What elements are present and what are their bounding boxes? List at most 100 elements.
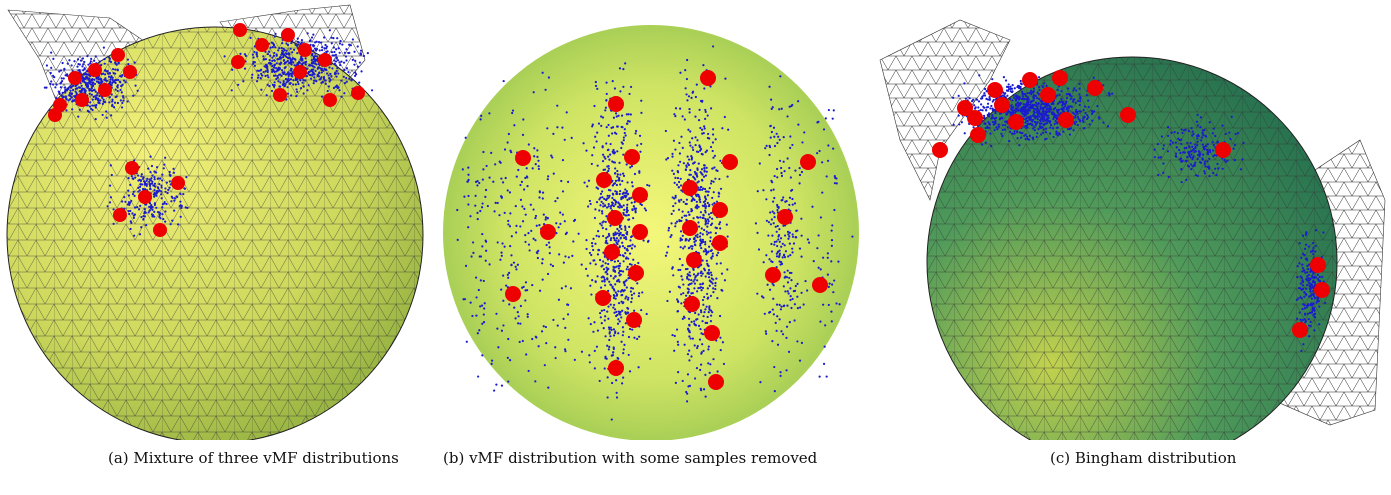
sample bbox=[273, 66, 275, 68]
sample bbox=[988, 123, 990, 125]
sample bbox=[773, 313, 775, 315]
sample bbox=[685, 87, 687, 89]
sample bbox=[1039, 127, 1041, 129]
sample bbox=[478, 182, 480, 184]
sample bbox=[776, 133, 778, 135]
sample bbox=[295, 95, 297, 97]
sample bbox=[150, 177, 152, 179]
sample bbox=[1209, 149, 1211, 151]
sample bbox=[985, 142, 987, 144]
sample bbox=[710, 274, 712, 276]
sample bbox=[1303, 254, 1305, 256]
sample bbox=[614, 231, 616, 233]
sample bbox=[509, 191, 511, 193]
sample bbox=[615, 298, 617, 300]
sample bbox=[610, 284, 612, 286]
sample bbox=[703, 315, 705, 317]
sample bbox=[58, 91, 60, 93]
sample bbox=[100, 78, 102, 80]
sample bbox=[706, 233, 708, 235]
sample bbox=[710, 295, 712, 297]
sample bbox=[281, 69, 283, 71]
sample bbox=[463, 196, 465, 198]
sample bbox=[602, 154, 604, 156]
sample bbox=[1043, 82, 1045, 84]
sample bbox=[146, 185, 148, 187]
sample bbox=[676, 310, 678, 312]
sample bbox=[821, 191, 823, 193]
sample bbox=[133, 214, 135, 216]
sample bbox=[611, 132, 613, 134]
sample bbox=[509, 225, 511, 227]
sample bbox=[169, 187, 171, 189]
sample bbox=[603, 169, 605, 171]
sample bbox=[1311, 304, 1313, 306]
sample bbox=[278, 47, 280, 49]
sample bbox=[481, 245, 483, 247]
sample bbox=[832, 148, 834, 150]
sample bbox=[790, 176, 792, 178]
sample bbox=[624, 225, 626, 227]
sample bbox=[161, 197, 163, 199]
sample bbox=[625, 257, 627, 259]
sample bbox=[109, 185, 111, 187]
sample bbox=[602, 146, 604, 148]
sample bbox=[522, 220, 524, 222]
center-point bbox=[111, 48, 125, 62]
sample bbox=[619, 67, 621, 69]
sample bbox=[96, 94, 98, 96]
sample bbox=[1036, 132, 1038, 134]
sample bbox=[963, 82, 965, 84]
sample bbox=[1077, 118, 1079, 120]
sample bbox=[621, 310, 623, 312]
sample bbox=[285, 81, 287, 83]
sample bbox=[689, 111, 691, 113]
sample bbox=[698, 180, 700, 182]
sample bbox=[1036, 110, 1038, 112]
sample bbox=[994, 129, 996, 131]
sample bbox=[511, 235, 513, 237]
sample bbox=[1299, 311, 1301, 313]
sample bbox=[1163, 144, 1165, 146]
sample bbox=[1308, 318, 1310, 320]
sample bbox=[282, 72, 284, 74]
sample bbox=[1023, 113, 1025, 115]
sample bbox=[58, 70, 60, 72]
sample bbox=[1297, 265, 1299, 267]
sample bbox=[702, 299, 704, 301]
sample bbox=[785, 250, 787, 252]
sample bbox=[706, 190, 708, 192]
sample bbox=[1185, 179, 1187, 181]
sample bbox=[485, 260, 487, 262]
sample bbox=[791, 189, 793, 191]
sample bbox=[1044, 110, 1046, 112]
sample bbox=[771, 131, 773, 133]
sample bbox=[330, 37, 332, 39]
sample bbox=[701, 179, 703, 181]
sample bbox=[676, 184, 678, 186]
sample bbox=[346, 81, 348, 83]
sample bbox=[1043, 107, 1045, 109]
figure-art bbox=[0, 0, 1391, 440]
sample bbox=[621, 242, 623, 244]
sample bbox=[344, 82, 346, 84]
sample bbox=[685, 215, 687, 217]
sample bbox=[827, 257, 829, 259]
sample bbox=[818, 234, 820, 236]
sample bbox=[1305, 288, 1307, 290]
sample bbox=[705, 111, 707, 113]
sample bbox=[708, 311, 710, 313]
sample bbox=[786, 276, 788, 278]
sample bbox=[791, 198, 793, 200]
sample bbox=[1211, 141, 1213, 143]
sample bbox=[532, 167, 534, 169]
sample bbox=[718, 195, 720, 197]
sample bbox=[694, 344, 696, 346]
sample bbox=[335, 64, 337, 66]
sample bbox=[688, 359, 690, 361]
sample bbox=[1022, 108, 1024, 110]
sample bbox=[702, 153, 704, 155]
sample bbox=[624, 128, 626, 130]
sample bbox=[1312, 290, 1314, 292]
sample bbox=[596, 235, 598, 237]
